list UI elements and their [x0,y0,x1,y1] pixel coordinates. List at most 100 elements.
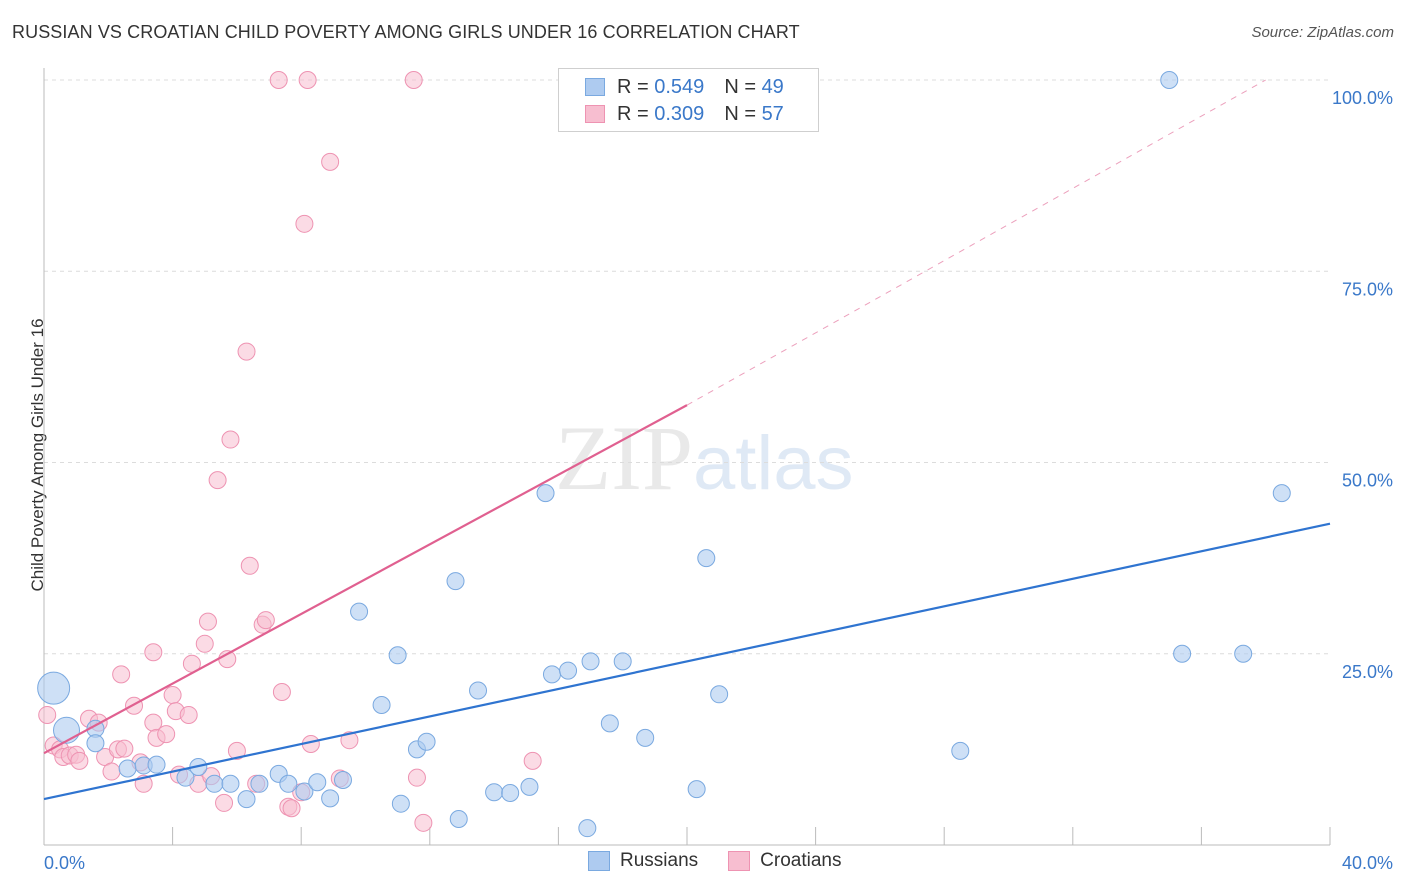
y-tick-label: 25.0% [1342,662,1393,682]
russians-point [697,549,716,568]
croatians-point [340,731,359,750]
russians-point [350,602,369,621]
croatians-point [256,611,275,630]
watermark: ZIPatlas [555,405,854,511]
russians-point [636,728,655,747]
russians-point [542,665,561,684]
croatians-point [125,696,144,715]
russians-point [147,755,166,774]
legend-label-croatians: Croatians [760,850,842,871]
russians-point [308,773,327,792]
watermark-zip: ZIP [555,407,693,509]
croatians-point [282,799,301,818]
croatians-point [112,665,131,684]
croatians-point [240,556,259,575]
croatians-point [414,813,433,832]
croatians-trend-extension [686,79,1266,406]
russians-point [250,774,269,793]
russians-point [710,685,729,704]
croatians-point [195,634,214,653]
croatians-point [221,430,240,449]
croatians-point [38,705,57,724]
legend-item-croatians: Croatians [728,850,841,872]
russians-point [578,819,597,838]
russians-point [321,789,340,808]
russians-point [536,484,555,503]
croatians-swatch [585,105,605,123]
russians-point [469,681,488,700]
croatians-point [237,342,256,361]
r-value: 0.549 [654,75,705,98]
croatians-point [102,762,121,781]
russians-point [687,780,706,799]
r-value: 0.309 [654,102,705,125]
croatians-point [144,643,163,662]
russians-point [391,794,410,813]
croatians-trend-line [43,404,688,755]
russians-point [237,790,256,809]
russians-point [388,646,407,665]
russians-point [37,671,71,705]
russians-point [520,777,539,796]
russians-point [295,782,314,801]
croatians-point [272,683,291,701]
russians-point [53,716,81,744]
russians-point [333,770,352,789]
croatians-point [198,612,217,631]
russians-swatch [585,78,605,96]
russians-point [449,809,468,828]
x-tick-label: 0.0% [44,853,85,873]
n-label: N = [724,102,756,125]
croatians-point [215,793,234,812]
russians-trend-line [43,522,1331,801]
croatians-point [523,751,542,770]
croatians-point [321,152,340,171]
x-tick-label: 40.0% [1342,853,1393,873]
y-tick-label: 50.0% [1342,471,1393,491]
legend-label-russians: Russians [620,850,699,871]
croatians-point [407,768,426,787]
croatians-point [298,71,317,89]
r-label: R = [617,75,649,98]
russians-point [118,759,137,778]
n-label: N = [724,75,756,98]
croatians-point [70,751,89,770]
croatians-point [269,71,288,89]
r-label: R = [617,102,649,125]
russians-point [1272,484,1291,503]
stats-legend-row-croatians: R = 0.309 N = 57 [585,102,784,126]
n-value: 57 [761,102,784,125]
russians-point [279,774,298,793]
chart-title: RUSSIAN VS CROATIAN CHILD POVERTY AMONG … [12,22,800,42]
croatians-point [115,739,134,758]
croatians-legend-swatch [728,851,751,871]
stats-legend: R = 0.549 N = 49 R = 0.309 N = 57 [558,68,819,132]
y-tick-label: 100.0% [1332,88,1393,108]
russians-legend-swatch [588,851,610,871]
croatians-point [208,471,227,490]
russians-point [613,652,632,671]
y-tick-label: 75.0% [1342,279,1393,299]
russians-point [372,696,391,715]
russians-point [417,732,436,751]
russians-point [600,714,619,733]
croatians-point [227,741,246,760]
russians-point [205,774,224,793]
croatians-point [157,725,176,744]
russians-point [86,734,105,753]
legend-item-russians: Russians [588,850,698,872]
russians-point [1234,644,1253,663]
russians-point [221,774,240,793]
source-credit: Source: ZipAtlas.com [1251,24,1394,41]
croatians-point [179,705,198,724]
croatians-point [163,686,182,705]
russians-point [559,661,578,680]
russians-point [1173,644,1192,663]
russians-point [501,783,520,802]
n-value: 49 [761,75,784,98]
watermark-atlas: atlas [693,421,854,506]
stats-legend-row-russians: R = 0.549 N = 49 [585,75,784,99]
series-legend: Russians Croatians [588,850,871,872]
croatians-point [295,214,314,233]
